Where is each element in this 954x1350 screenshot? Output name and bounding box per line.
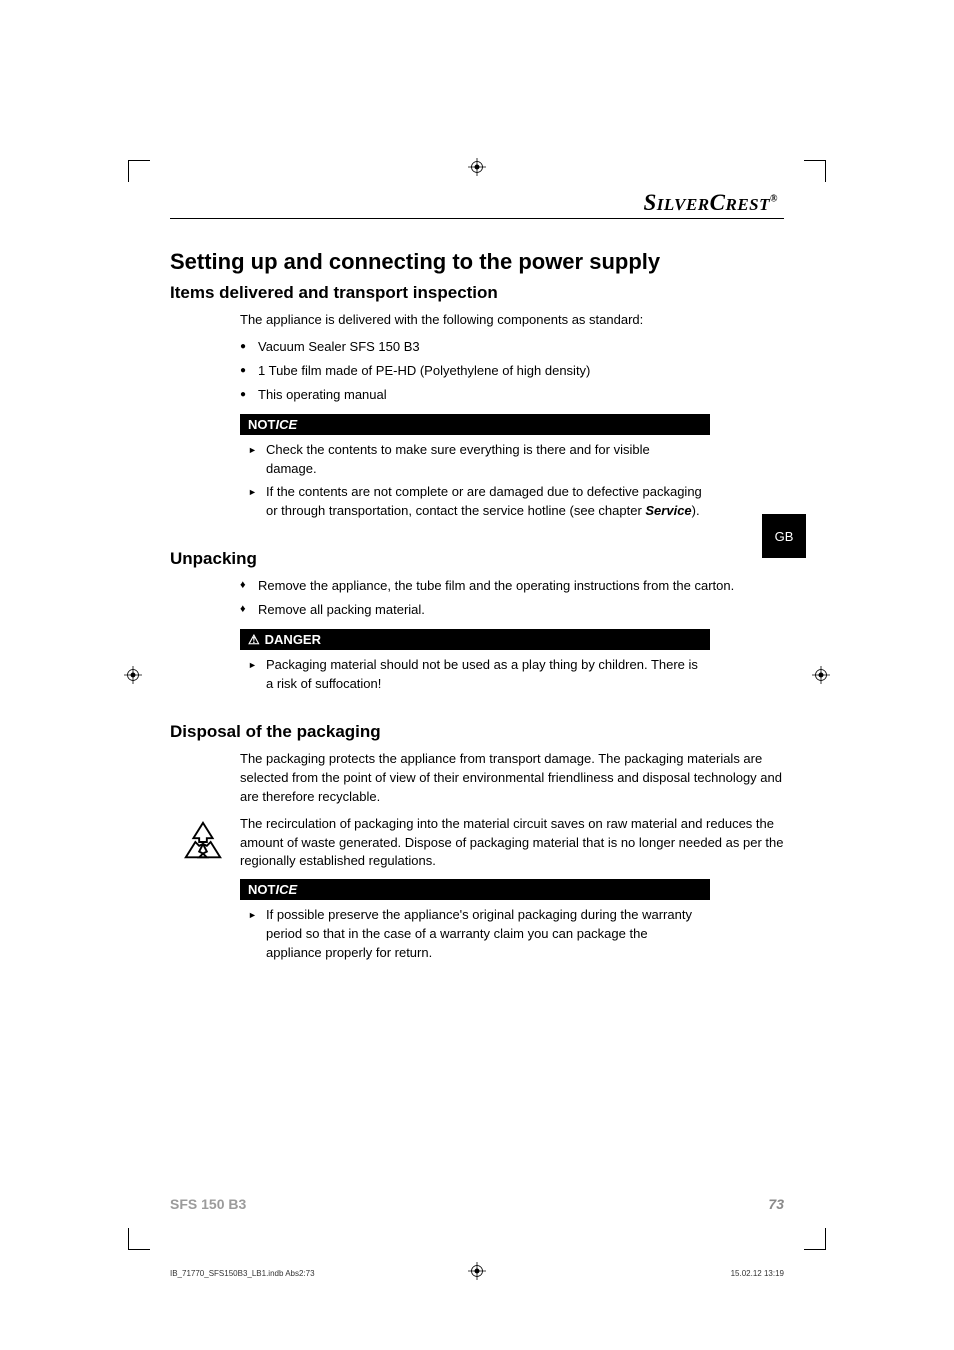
registration-mark-top	[468, 158, 486, 176]
list-item: 1 Tube film made of PE-HD (Polyethylene …	[240, 362, 784, 381]
registration-mark-left	[124, 666, 142, 684]
page-footer: SFS 150 B3 73	[170, 1196, 784, 1212]
danger-box: ⚠ DANGER Packaging material should not b…	[240, 629, 710, 702]
list-item: Remove all packing material.	[240, 601, 784, 620]
section1-heading: Items delivered and transport inspection	[170, 283, 784, 303]
imprint-left: IB_71770_SFS150B3_LB1.indb Abs2:73	[170, 1269, 315, 1278]
list-item: Remove the appliance, the tube film and …	[240, 577, 784, 596]
section2-heading: Unpacking	[170, 549, 784, 569]
notice-head: NOTICE	[240, 414, 710, 435]
notice-title-tail: ICE	[275, 417, 297, 432]
delivered-items-list: Vacuum Sealer SFS 150 B3 1 Tube film mad…	[240, 338, 784, 405]
disposal-para1: The packaging protects the appliance fro…	[240, 750, 784, 807]
list-item: Check the contents to make sure everythi…	[248, 441, 702, 479]
list-item: This operating manual	[240, 386, 784, 405]
notice-head: NOTICE	[240, 879, 710, 900]
list-item: If the contents are not complete or are …	[248, 483, 702, 521]
registration-mark-right	[812, 666, 830, 684]
disposal-para2: The recirculation of packaging into the …	[240, 815, 784, 872]
danger-title: DANGER	[265, 632, 321, 647]
brand-mark: ®	[770, 193, 778, 204]
brand-logo: SILVERCREST®	[170, 190, 784, 216]
section1-intro: The appliance is delivered with the foll…	[240, 311, 784, 330]
unpacking-list: Remove the appliance, the tube film and …	[240, 577, 784, 620]
danger-body: Packaging material should not be used as…	[240, 650, 710, 702]
notice-body: If possible preserve the appliance's ori…	[240, 900, 710, 971]
crop-mark-tr	[804, 160, 826, 182]
footer-page: 73	[768, 1196, 784, 1212]
notice-body: Check the contents to make sure everythi…	[240, 435, 710, 528]
list-item: Vacuum Sealer SFS 150 B3	[240, 338, 784, 357]
crop-mark-br	[804, 1228, 826, 1250]
list-item: If possible preserve the appliance's ori…	[248, 906, 702, 963]
crop-mark-tl	[128, 160, 150, 182]
main-heading: Setting up and connecting to the power s…	[170, 249, 784, 275]
imprint-right: 15.02.12 13:19	[731, 1269, 784, 1278]
section3-heading: Disposal of the packaging	[170, 722, 784, 742]
recycle-icon	[180, 819, 226, 865]
list-item: Packaging material should not be used as…	[248, 656, 702, 694]
notice-box-2: NOTICE If possible preserve the applianc…	[240, 879, 710, 971]
header-rule	[170, 218, 784, 219]
danger-head: ⚠ DANGER	[240, 629, 710, 650]
warning-icon: ⚠	[248, 633, 260, 646]
footer-model: SFS 150 B3	[170, 1196, 246, 1212]
crop-mark-bl	[128, 1228, 150, 1250]
imprint-footer: IB_71770_SFS150B3_LB1.indb Abs2:73 15.02…	[170, 1269, 784, 1278]
page-content: SILVERCREST® Setting up and connecting t…	[170, 190, 784, 1220]
notice-box: NOTICE Check the contents to make sure e…	[240, 414, 710, 528]
